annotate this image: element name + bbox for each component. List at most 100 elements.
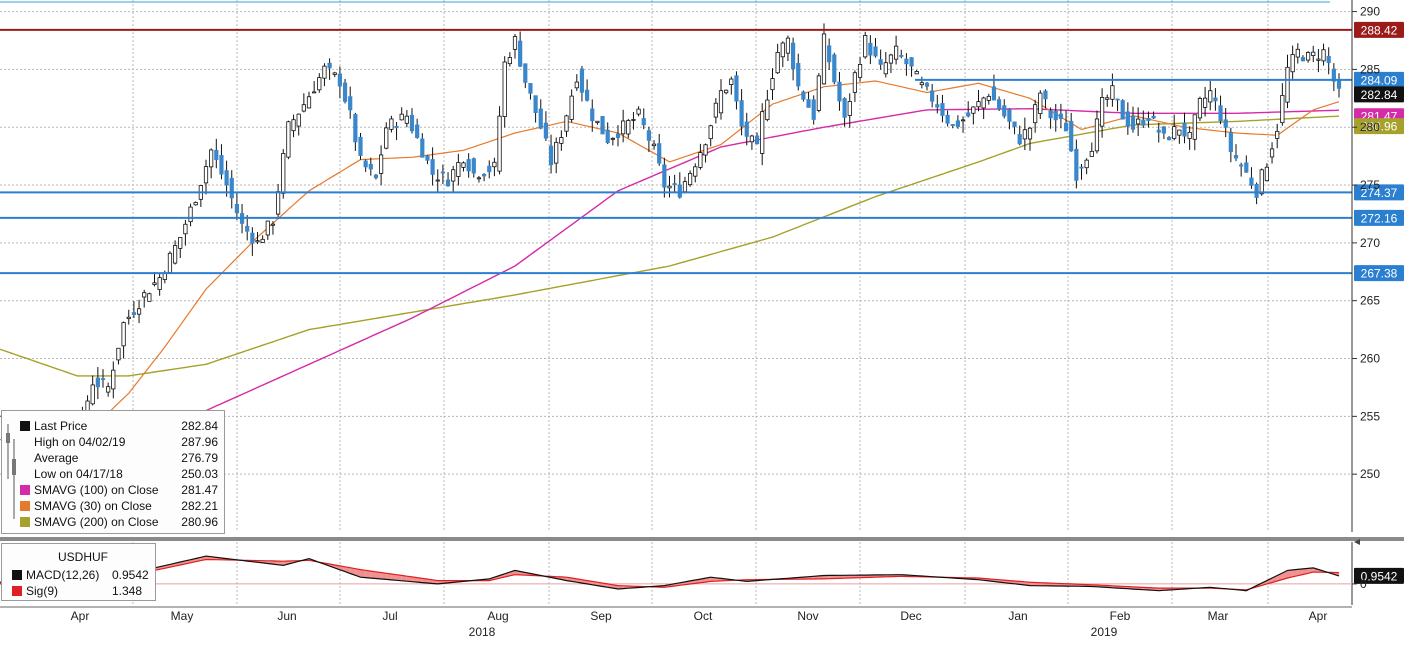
candle-up [179, 237, 182, 248]
candle-up [1090, 151, 1093, 156]
candle-up [977, 102, 980, 107]
candle-up [287, 122, 290, 157]
candle-down [441, 172, 444, 173]
candle-up [127, 317, 130, 318]
candle-up [560, 138, 563, 144]
candle-down [1126, 112, 1129, 126]
y-tick-label: 265 [1360, 294, 1380, 308]
candle-up [889, 55, 892, 63]
macd-legend-row: MACD(12,26) 0.9542 [12, 568, 152, 583]
candle-up [1188, 132, 1191, 138]
candle-up [1106, 98, 1109, 100]
candle-up [858, 64, 861, 77]
candle-down [606, 130, 609, 142]
candle-up [1085, 160, 1088, 168]
legend-swatch [20, 517, 30, 527]
candle-down [827, 46, 830, 62]
candle-down [96, 378, 99, 387]
candle-down [1183, 123, 1186, 136]
candle-down [802, 92, 805, 99]
candle-up [1178, 130, 1181, 135]
candle-up [462, 163, 465, 167]
legend-mini-candles-icon [5, 419, 17, 531]
candle-down [616, 134, 619, 138]
legend-value: 287.96 [181, 435, 218, 450]
candle-up [596, 121, 599, 122]
candle-up [256, 241, 259, 242]
level-tag-label: 267.38 [1361, 267, 1398, 281]
candle-down [740, 101, 743, 127]
candle-up [611, 138, 614, 139]
candle-down [807, 100, 810, 108]
candle-down [673, 184, 676, 185]
candle-down [1070, 121, 1073, 151]
candle-up [1033, 105, 1036, 123]
candle-down [1229, 132, 1232, 151]
candle-down [338, 74, 341, 86]
candle-up [864, 35, 867, 56]
candle-down [524, 64, 527, 83]
candle-up [204, 167, 207, 183]
candle-up [1265, 167, 1268, 180]
candle-down [869, 43, 872, 55]
candle-up [1100, 97, 1103, 126]
candle-down [1250, 178, 1253, 185]
candle-up [694, 167, 697, 176]
candle-up [390, 119, 393, 129]
candle-down [956, 121, 959, 127]
candle-down [843, 99, 846, 118]
candle-down [349, 97, 352, 110]
candle-down [1121, 101, 1124, 120]
candle-down [1219, 106, 1222, 121]
candle-up [1193, 115, 1196, 140]
candle-down [488, 166, 491, 172]
candle-down [1049, 111, 1052, 118]
candle-down [132, 313, 135, 315]
signal-label: Sig(9) [26, 584, 58, 599]
macd-value: 0.9542 [112, 568, 149, 583]
signal-value: 1.348 [112, 584, 142, 599]
candle-down [879, 60, 882, 65]
candle-up [379, 155, 382, 173]
candle-up [781, 43, 784, 57]
x-month-label: Mar [1208, 609, 1229, 623]
candle-down [343, 83, 346, 101]
candle-down [941, 103, 944, 115]
x-month-label: Nov [797, 609, 818, 623]
candle-down [1152, 116, 1155, 118]
candle-up [122, 323, 125, 346]
candle-down [585, 90, 588, 100]
candle-down [1239, 165, 1242, 166]
x-month-label: Aug [487, 609, 508, 623]
candle-down [354, 114, 357, 141]
candle-up [503, 62, 506, 117]
candle-down [374, 175, 377, 178]
candle-up [184, 224, 187, 234]
candle-up [271, 224, 274, 225]
level-tag-label: 272.16 [1361, 211, 1398, 225]
candle-down [215, 150, 218, 159]
candle-up [884, 63, 887, 74]
x-month-label: Jun [277, 609, 296, 623]
candle-up [452, 170, 455, 181]
candle-up [637, 109, 640, 114]
candle-up [1209, 91, 1212, 102]
candle-down [467, 160, 470, 171]
candle-up [1276, 131, 1279, 138]
x-month-label: Sep [590, 609, 612, 623]
candle-up [668, 186, 671, 188]
candle-down [833, 55, 836, 82]
candle-down [225, 171, 228, 185]
candle-up [730, 79, 733, 85]
candle-up [920, 83, 923, 85]
candle-up [786, 38, 789, 53]
candle-down [1075, 149, 1078, 180]
legend-value: 282.84 [181, 419, 218, 434]
candle-down [658, 144, 661, 164]
candle-up [683, 182, 686, 192]
